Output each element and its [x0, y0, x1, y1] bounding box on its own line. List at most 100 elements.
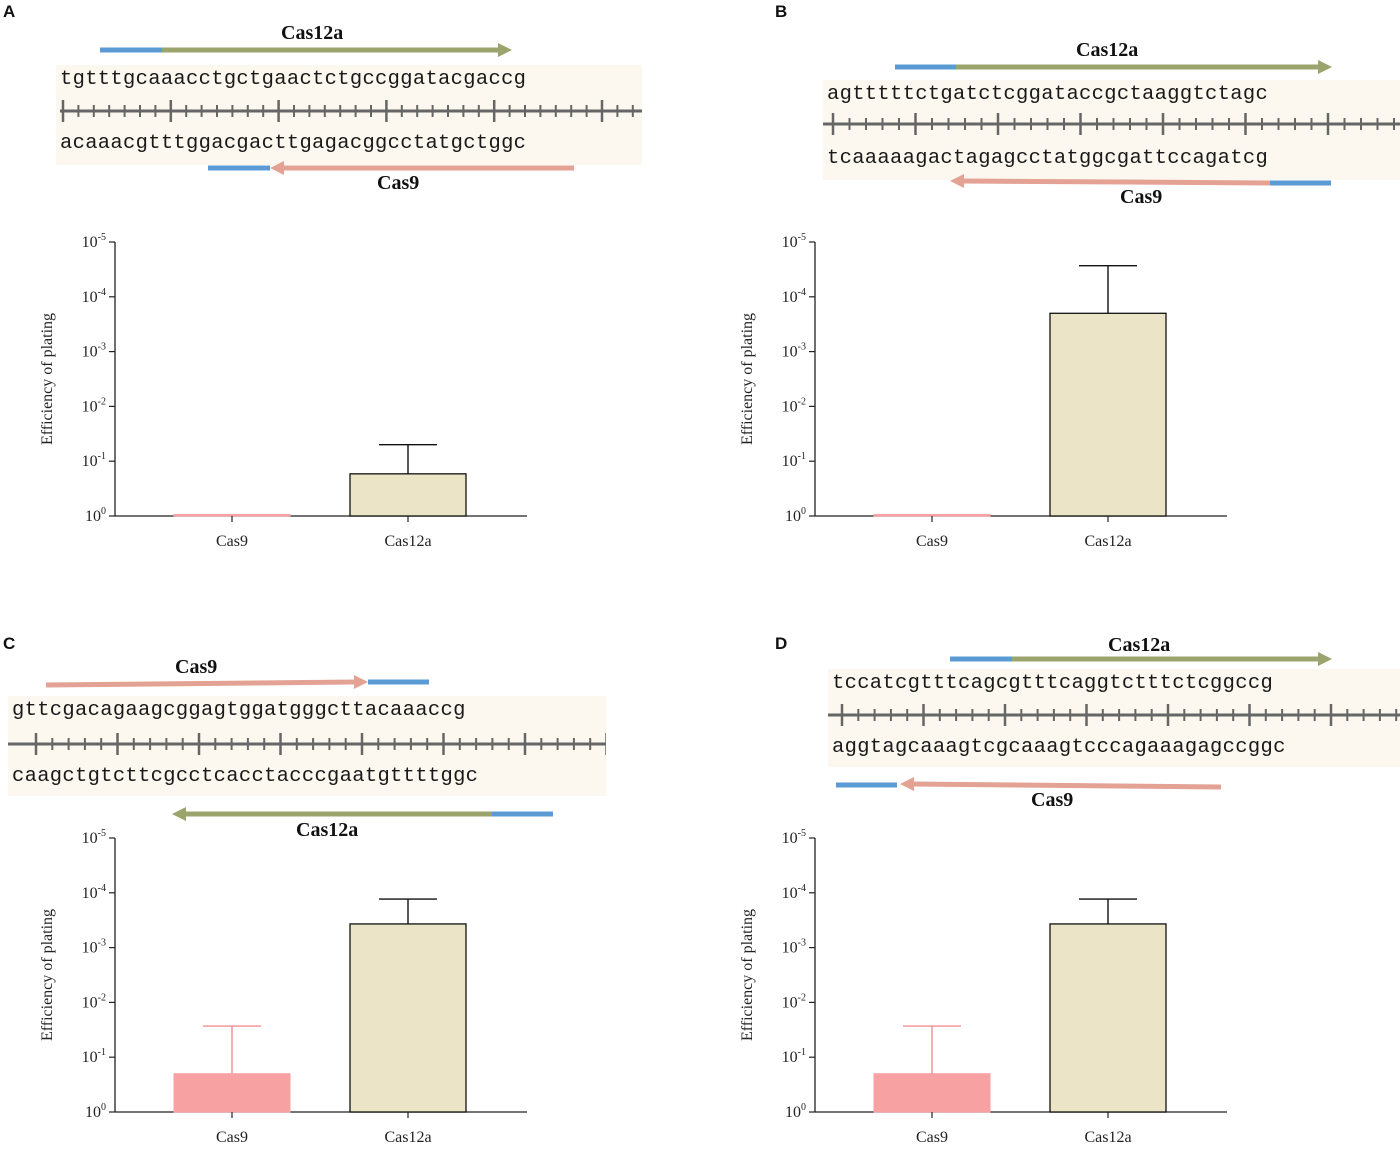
efficiency-chart: 100 10-1 10-2 10-3 10-4 10-5 Efficiency of pla…	[39, 828, 527, 1146]
x-tick-label: Cas12a	[1084, 533, 1131, 550]
panel-letter: A	[3, 2, 16, 21]
bar	[173, 1073, 291, 1113]
panel-a: A Cas12a tgtttgcaaacctgctgaactctgccggata…	[0, 0, 700, 575]
y-tick-label: 10-2	[82, 992, 106, 1011]
panel-b: B Cas12a agtttttctgatctcggataccgctaaggtc…	[700, 0, 1400, 575]
lower-arrow-label: Cas9	[1031, 789, 1074, 811]
y-tick-label: 100	[785, 1102, 806, 1121]
upper-arrow-label: Cas9	[175, 656, 218, 678]
upper-arrow-label: Cas12a	[281, 22, 344, 44]
y-tick-label: 10-5	[782, 828, 806, 847]
top-strand: tccatcgtttcagcgtttcaggtctttctcggccg	[832, 672, 1274, 695]
arrow-head	[270, 161, 284, 175]
arrow-head	[900, 777, 914, 791]
bar	[173, 514, 291, 517]
ruler-ticks	[840, 704, 1398, 726]
bottom-strand: caagctgtcttcgcctcacctacccgaatgttttggc	[12, 765, 479, 788]
y-tick-label: 10-4	[782, 883, 806, 902]
upper-arrow	[100, 43, 512, 57]
strand-ruler	[60, 100, 642, 122]
bar	[873, 514, 991, 517]
arrow-head	[1318, 652, 1332, 666]
lower-arrow	[172, 807, 553, 821]
x-tick-label: Cas9	[916, 1129, 948, 1146]
strand-ruler	[8, 733, 606, 755]
bottom-strand: tcaaaaagactagagcctatggcgattccagatcg	[827, 147, 1269, 170]
efficiency-chart: 100 10-1 10-2 10-3 10-4 10-5 Efficiency of pla…	[739, 828, 1227, 1146]
lower-arrow-label: Cas12a	[296, 819, 359, 841]
bar	[873, 1073, 991, 1113]
y-tick-label: 10-3	[782, 938, 806, 957]
x-tick-label: Cas12a	[384, 1129, 431, 1146]
y-tick-label: 100	[785, 506, 806, 525]
top-strand: gttcgacagaagcggagtggatgggcttacaaaccg	[12, 699, 466, 722]
arrow-shaft	[45, 679, 357, 688]
y-tick-label: 10-5	[782, 232, 806, 251]
top-strand: agtttttctgatctcggataccgctaaggtctagc	[827, 83, 1269, 106]
bar	[349, 473, 467, 517]
efficiency-chart: 100 10-1 10-2 10-3 10-4 10-5 Efficiency of pla…	[39, 232, 527, 550]
panel-d: D Cas12a tccatcgtttcagcgtttcaggtctttctcg…	[700, 576, 1400, 1151]
panel-letter: D	[775, 634, 788, 653]
y-axis-label: Efficiency of plating	[39, 313, 56, 445]
ruler-ticks	[34, 733, 606, 755]
y-axis-label: Efficiency of plating	[739, 313, 756, 445]
strand-ruler	[828, 704, 1400, 726]
x-tick-label: Cas9	[216, 1129, 248, 1146]
y-tick-label: 10-1	[782, 451, 806, 470]
y-tick-label: 10-3	[82, 342, 106, 361]
y-tick-label: 10-4	[82, 287, 106, 306]
efficiency-chart: 100 10-1 10-2 10-3 10-4 10-5 Efficiency of pla…	[739, 232, 1227, 550]
y-tick-label: 10-1	[82, 451, 106, 470]
y-tick-label: 10-5	[82, 828, 106, 847]
top-strand: tgtttgcaaacctgctgaactctgccggatacgaccg	[60, 68, 527, 91]
y-tick-label: 100	[85, 506, 106, 525]
y-tick-label: 10-2	[782, 396, 806, 415]
y-tick-label: 10-4	[82, 883, 106, 902]
upper-arrow	[950, 652, 1332, 666]
y-tick-label: 10-1	[782, 1047, 806, 1066]
ruler-ticks	[831, 113, 1395, 135]
lower-arrow-label: Cas9	[1120, 186, 1163, 208]
ruler-ticks	[61, 100, 634, 122]
y-tick-label: 10-1	[82, 1047, 106, 1066]
arrow-shaft	[911, 781, 1222, 790]
arrow-head	[354, 675, 368, 689]
strand-ruler	[823, 113, 1400, 135]
x-tick-label: Cas9	[916, 533, 948, 550]
arrow-head	[950, 174, 964, 188]
y-tick-label: 10-5	[82, 232, 106, 251]
arrow-head	[172, 807, 186, 821]
sequence-box: tccatcgtttcagcgtttcaggtctttctcggccg aggt…	[828, 669, 1400, 767]
bar	[1049, 923, 1167, 1113]
sequence-box: tgtttgcaaacctgctgaactctgccggatacgaccg ac…	[56, 65, 642, 165]
upper-arrow-label: Cas12a	[1076, 39, 1139, 61]
bottom-strand: aggtagcaaagtcgcaaagtcccagaaagagccggc	[832, 736, 1286, 759]
bar	[1049, 312, 1167, 517]
arrow-shaft	[961, 178, 1271, 186]
y-axis-label: Efficiency of plating	[739, 909, 756, 1041]
lower-arrow	[836, 777, 1222, 791]
panel-c: C Cas9 gttcgacagaagcggagtggatgggcttacaaa…	[0, 576, 700, 1151]
lower-arrow	[950, 174, 1331, 188]
panel-letter: B	[775, 2, 788, 21]
x-tick-label: Cas9	[216, 533, 248, 550]
x-tick-label: Cas12a	[1084, 1129, 1131, 1146]
lower-arrow	[208, 161, 574, 175]
y-tick-label: 10-2	[782, 992, 806, 1011]
y-tick-label: 10-3	[82, 938, 106, 957]
y-axis-label: Efficiency of plating	[39, 909, 56, 1041]
lower-arrow-label: Cas9	[377, 172, 420, 194]
y-tick-label: 10-2	[82, 396, 106, 415]
panel-letter: C	[3, 634, 16, 653]
y-tick-label: 10-3	[782, 342, 806, 361]
sequence-box: gttcgacagaagcggagtggatgggcttacaaaccg caa…	[8, 696, 606, 796]
arrow-head	[498, 43, 512, 57]
upper-arrow-label: Cas12a	[1108, 634, 1171, 656]
x-tick-label: Cas12a	[384, 533, 431, 550]
bottom-strand: acaaacgtttggacgacttgagacggcctatgctggc	[60, 132, 527, 155]
upper-arrow	[895, 60, 1332, 74]
upper-arrow	[45, 675, 429, 689]
sequence-box: agtttttctgatctcggataccgctaaggtctagc tcaa…	[823, 80, 1400, 180]
arrow-head	[1318, 60, 1332, 74]
